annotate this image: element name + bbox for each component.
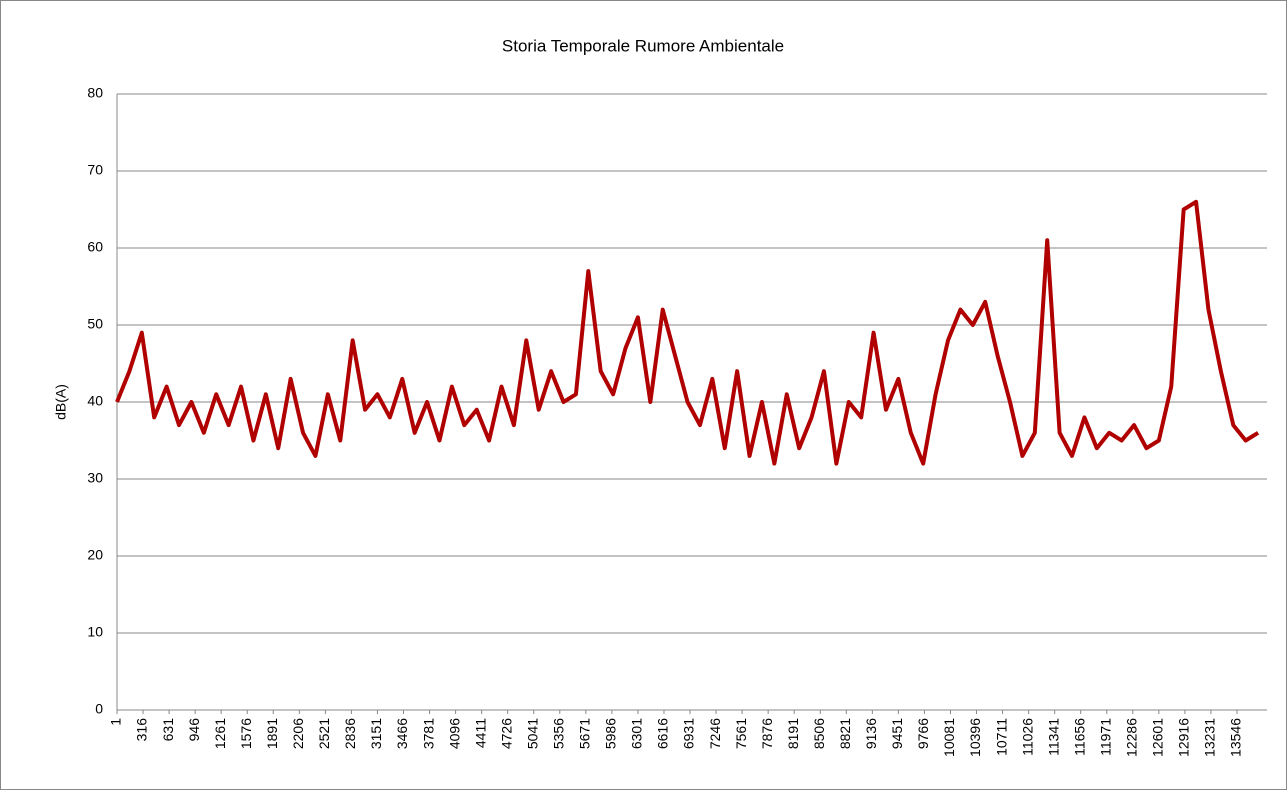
y-tick-label: 10 <box>87 624 103 640</box>
x-tick-label: 5356 <box>550 718 566 749</box>
x-tick-label: 4096 <box>446 718 462 749</box>
x-tick-label: 11656 <box>1071 718 1087 756</box>
x-tick-label: 1576 <box>238 718 254 749</box>
x-tick-label: 13546 <box>1228 718 1244 757</box>
x-tick-label: 10711 <box>993 718 1009 756</box>
x-tick-label: 8191 <box>785 718 801 749</box>
x-tick-label: 2836 <box>342 718 358 749</box>
x-tick-label: 10396 <box>967 718 983 757</box>
x-tick-label: 6931 <box>681 718 697 749</box>
x-tick-label: 1261 <box>212 718 228 749</box>
x-tick-label: 5986 <box>603 718 619 749</box>
y-tick-label: 20 <box>87 547 103 563</box>
x-tick-label: 8821 <box>837 718 853 749</box>
x-tick-label: 11026 <box>1019 718 1035 756</box>
x-tick-label: 946 <box>186 718 202 742</box>
x-tick-label: 13231 <box>1202 718 1218 757</box>
x-tick-label: 316 <box>134 718 150 742</box>
x-tick-label: 8506 <box>811 718 827 749</box>
x-tick-label: 12286 <box>1124 718 1140 757</box>
x-tick-label: 11341 <box>1045 718 1061 756</box>
y-axis-label: dB(A) <box>53 384 69 420</box>
x-tick-label: 5041 <box>524 718 540 749</box>
y-tick-label: 60 <box>87 239 103 255</box>
y-tick-label: 70 <box>87 162 103 178</box>
y-tick-label: 30 <box>87 470 103 486</box>
x-tick-label: 7561 <box>733 718 749 749</box>
x-tick-label: 4411 <box>472 718 488 748</box>
x-tick-label: 2521 <box>316 718 332 749</box>
x-tick-label: 1891 <box>264 718 280 749</box>
x-tick-label: 5671 <box>577 718 593 749</box>
x-tick-label: 2206 <box>290 718 306 749</box>
x-tick-label: 9766 <box>915 718 931 749</box>
x-tick-label: 12601 <box>1150 718 1166 757</box>
x-tick-label: 9136 <box>863 718 879 749</box>
x-tick-label: 10081 <box>941 718 957 757</box>
y-tick-label: 40 <box>87 393 103 409</box>
x-tick-label: 631 <box>160 718 176 742</box>
chart-title: Storia Temporale Rumore Ambientale <box>502 36 784 55</box>
x-tick-label: 3151 <box>368 718 384 749</box>
x-tick-label: 11971 <box>1097 718 1113 756</box>
x-tick-label: 4726 <box>498 718 514 749</box>
x-tick-label: 1 <box>108 718 124 726</box>
x-tick-label: 3466 <box>394 718 410 749</box>
x-tick-label: 9451 <box>889 718 905 749</box>
x-tick-label: 7246 <box>707 718 723 749</box>
x-tick-label: 3781 <box>420 718 436 749</box>
y-tick-label: 80 <box>87 85 103 101</box>
x-tick-label: 6616 <box>655 718 671 749</box>
y-tick-label: 0 <box>95 701 103 717</box>
x-tick-label: 7876 <box>759 718 775 749</box>
x-tick-label: 6301 <box>629 718 645 749</box>
x-tick-label: 12916 <box>1176 718 1192 757</box>
y-tick-label: 50 <box>87 316 103 332</box>
data-line <box>115 199 1260 466</box>
